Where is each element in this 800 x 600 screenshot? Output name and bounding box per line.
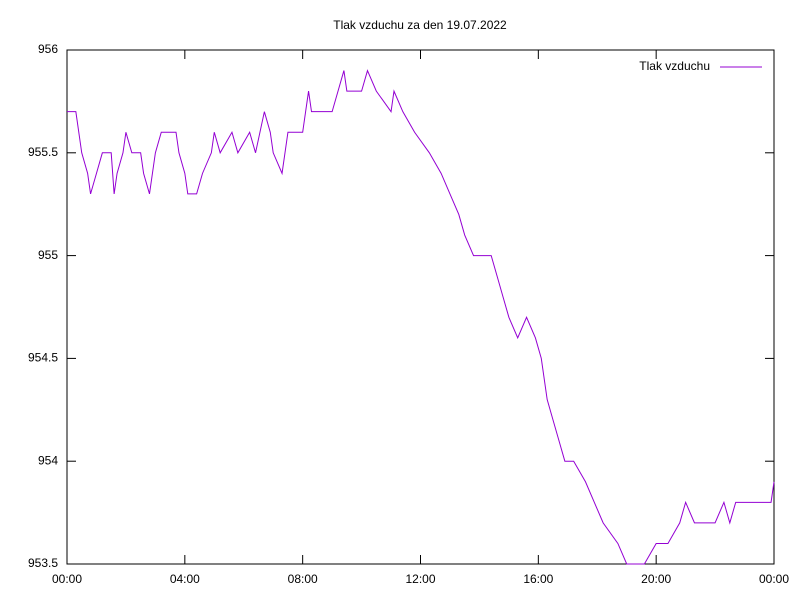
legend-label: Tlak vzduchu xyxy=(639,59,710,73)
x-tick-label: 20:00 xyxy=(641,572,671,586)
y-tick-label: 953.5 xyxy=(28,556,58,570)
plot-border xyxy=(66,49,775,565)
y-tick-label: 954.5 xyxy=(28,351,58,365)
y-tick-label: 955.5 xyxy=(28,145,58,159)
data-line xyxy=(67,69,775,565)
y-tick-label: 956 xyxy=(38,42,58,56)
x-tick-label: 08:00 xyxy=(288,572,318,586)
x-tick-label: 04:00 xyxy=(170,572,200,586)
y-tick-label: 955 xyxy=(38,248,58,262)
x-tick-label: 00:00 xyxy=(52,572,82,586)
chart-title: Tlak vzduchu za den 19.07.2022 xyxy=(333,18,507,32)
y-tick-label: 954 xyxy=(38,453,58,467)
x-tick-label: 00:00 xyxy=(759,572,789,586)
x-tick-label: 16:00 xyxy=(523,572,553,586)
x-tick-label: 12:00 xyxy=(405,572,435,586)
